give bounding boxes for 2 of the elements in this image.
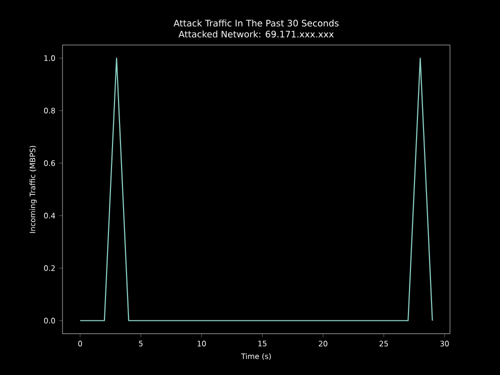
chart-title: Attack Traffic In The Past 30 Seconds: [174, 20, 339, 27]
chart-subtitle: Attacked Network: 69.171.xxx.xxx: [178, 30, 334, 38]
